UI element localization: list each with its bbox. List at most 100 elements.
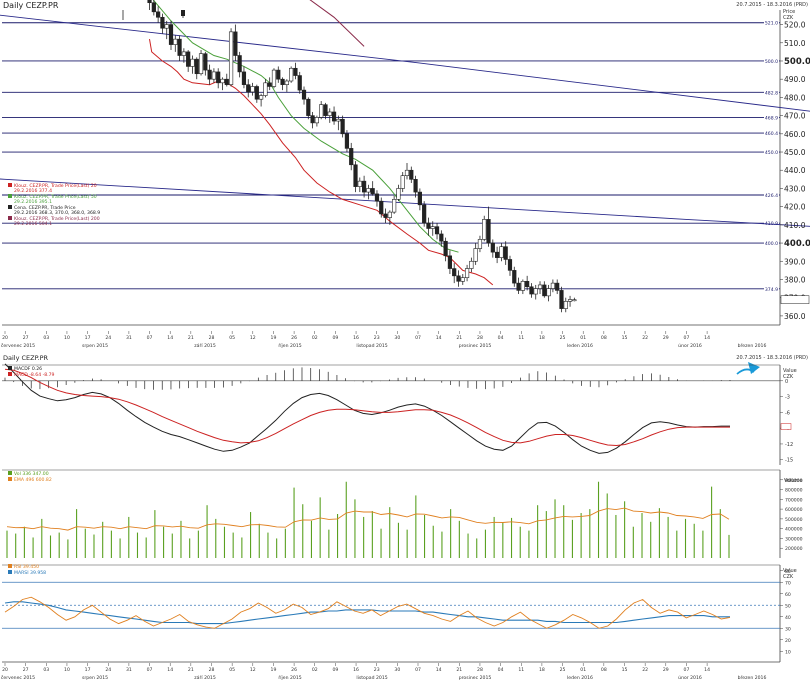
candle-body	[216, 71, 221, 84]
candle-body	[473, 248, 478, 262]
candle	[529, 283, 534, 298]
candle-body	[456, 275, 461, 282]
volume-tick-label: 700000	[785, 497, 803, 503]
candle-body	[434, 226, 440, 235]
candle	[276, 66, 281, 83]
date-month-label: červenec 2015	[1, 342, 35, 349]
price-level-label-bg	[764, 19, 779, 26]
candle	[542, 281, 547, 298]
candle	[469, 257, 474, 273]
date-tick-label: 07	[415, 335, 421, 341]
candle-body	[319, 104, 324, 118]
date-tick-label: 29	[663, 335, 669, 341]
candle-body	[211, 71, 217, 80]
candle-body	[490, 242, 495, 253]
price-level-label: 374.9	[764, 285, 779, 293]
candle	[413, 175, 418, 198]
date-month-label: leden 2016	[567, 343, 593, 349]
date-tick-label: 31	[126, 667, 132, 673]
candle	[293, 62, 298, 80]
price-level-label-bg	[764, 57, 779, 64]
price-level-label-bg	[764, 114, 779, 121]
candle-body	[203, 53, 208, 71]
candle-body	[173, 38, 178, 45]
candle	[237, 51, 242, 78]
date-tick-label: 24	[105, 667, 111, 673]
date-tick-label: 22	[642, 667, 648, 673]
price-tick-label: 440.0	[784, 166, 806, 175]
legend-value: 29.2.2016 377.4	[14, 188, 52, 194]
date-tick-label: 05	[229, 335, 235, 341]
candle	[164, 20, 169, 40]
legend-swatch	[8, 477, 12, 481]
candle-body	[271, 69, 277, 87]
candle	[452, 263, 457, 284]
candle	[537, 281, 543, 295]
candle	[203, 51, 208, 76]
price-candles	[122, 0, 577, 313]
date-tick-label: 15	[622, 667, 628, 673]
candle-body	[477, 239, 483, 249]
candle-body	[495, 251, 500, 258]
candle	[267, 77, 272, 91]
candle-body	[374, 193, 380, 202]
date-tick-label: 14	[436, 667, 442, 673]
candle	[344, 130, 350, 153]
candle	[263, 79, 268, 98]
candle-body	[349, 148, 354, 166]
date-tick-label: 25	[560, 667, 566, 673]
candle-body	[512, 270, 517, 284]
legend-value: 29.2.2016 395.1	[14, 199, 52, 205]
price-level-value: 500.0	[765, 59, 778, 65]
date-month-label: září 2015	[194, 342, 216, 349]
price-level-label-bg	[764, 240, 779, 247]
price-panel-date-range: 20.7.2015 - 18.3.2016 (PRD)	[736, 2, 808, 8]
volume-tick-label: 500000	[785, 517, 803, 523]
date-tick-label: 04	[498, 667, 504, 673]
date-tick-label: 08	[601, 667, 607, 673]
rsi-tick-label: 50	[785, 603, 791, 609]
date-tick-label: 03	[43, 667, 49, 673]
volume-ema-line	[6, 507, 730, 531]
date-month-label: říjen 2015	[278, 674, 301, 681]
candle	[439, 230, 444, 247]
price-tick-label: 360.0	[784, 312, 806, 321]
date-tick-label: 14	[704, 667, 710, 673]
date-tick-label: 14	[436, 335, 442, 341]
rsi-tick-label: 20	[785, 638, 791, 644]
date-tick-label: 20	[2, 667, 8, 673]
macd-axis-header-2: CZK	[783, 374, 794, 380]
candle-body	[426, 222, 431, 229]
date-tick-label: 23	[374, 667, 380, 673]
legend-label: Klouz. CEZP.PR, Trade Price(Last) 200	[14, 216, 100, 222]
date-month-label: listopad 2015	[356, 343, 387, 349]
candle	[156, 6, 161, 23]
candle	[447, 250, 453, 275]
date-tick-label: 09	[332, 335, 338, 341]
date-tick-label: 07	[147, 335, 153, 341]
legend-value: 29.2.2016 504.1	[14, 221, 52, 227]
price-tick-label: 430.0	[784, 184, 806, 193]
candle	[464, 264, 470, 282]
date-month-label: srpen 2015	[82, 675, 108, 681]
legend-swatch	[8, 570, 12, 574]
candle-body	[168, 24, 174, 45]
candle-body	[181, 10, 185, 16]
date-month-label: srpen 2015	[82, 343, 108, 349]
candle	[533, 284, 538, 300]
price-tick-label: 490.0	[784, 75, 806, 84]
candle	[314, 115, 319, 127]
price-level-label: 468.9	[764, 114, 779, 122]
price-tick-label: 480.0	[784, 93, 806, 102]
candle	[186, 50, 191, 72]
candle	[546, 284, 551, 302]
candle	[336, 115, 341, 131]
price-level-value: 468.9	[765, 116, 778, 122]
candle-body	[186, 51, 191, 67]
date-tick-label: 11	[518, 667, 524, 673]
candle	[482, 215, 487, 242]
date-tick-label: 01	[580, 335, 586, 341]
candle-body	[507, 259, 513, 271]
candle	[194, 57, 199, 80]
candle	[233, 24, 238, 61]
